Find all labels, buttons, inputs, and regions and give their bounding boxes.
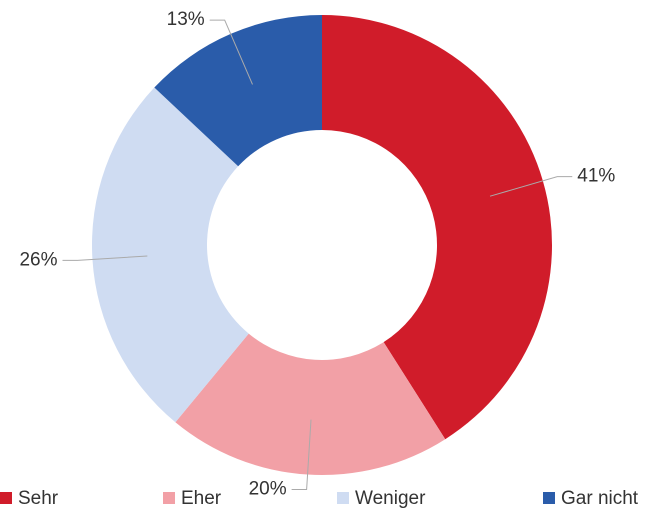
donut-slice — [322, 15, 552, 440]
legend-swatch — [543, 492, 555, 504]
legend-swatch — [0, 492, 12, 504]
data-label: 20% — [249, 479, 287, 500]
donut-slice — [175, 333, 446, 476]
leader-line — [489, 176, 573, 197]
legend-swatch — [337, 492, 349, 504]
legend-label: Sehr — [18, 488, 59, 509]
legend-label: Gar nicht — [561, 488, 639, 509]
leader-line — [62, 255, 148, 261]
data-label: 41% — [577, 166, 615, 187]
data-label: 26% — [19, 249, 57, 270]
leader-line — [291, 419, 312, 491]
legend-swatch — [163, 492, 175, 504]
data-label: 13% — [167, 9, 205, 30]
donut-slice — [91, 87, 249, 423]
leader-line — [209, 19, 253, 85]
donut-slice — [154, 15, 322, 167]
legend-label: Eher — [181, 488, 222, 509]
legend-label: Weniger — [355, 488, 426, 509]
